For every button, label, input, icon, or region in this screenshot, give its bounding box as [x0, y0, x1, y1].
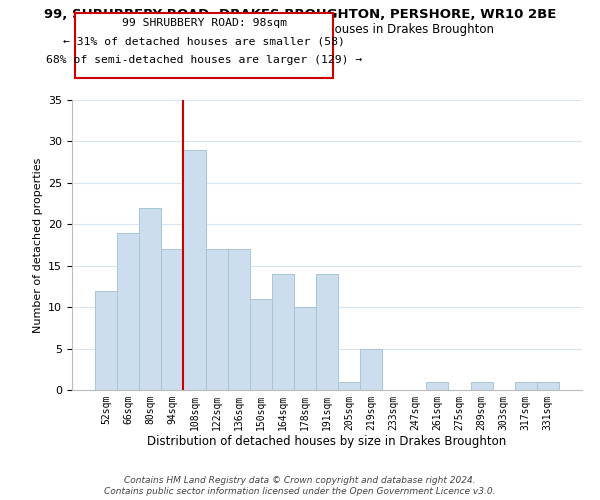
Bar	[294, 307, 316, 390]
Text: ← 31% of detached houses are smaller (58): ← 31% of detached houses are smaller (58…	[63, 36, 345, 46]
Bar	[184, 150, 206, 390]
Bar	[139, 208, 161, 390]
Text: Contains public sector information licensed under the Open Government Licence v3: Contains public sector information licen…	[104, 488, 496, 496]
Bar	[515, 382, 537, 390]
Bar	[427, 382, 448, 390]
Bar	[250, 299, 272, 390]
Bar	[470, 382, 493, 390]
Bar	[338, 382, 360, 390]
Text: Size of property relative to detached houses in Drakes Broughton: Size of property relative to detached ho…	[106, 22, 494, 36]
Text: 99 SHRUBBERY ROAD: 98sqm: 99 SHRUBBERY ROAD: 98sqm	[122, 18, 287, 28]
Bar	[272, 274, 294, 390]
Y-axis label: Number of detached properties: Number of detached properties	[32, 158, 43, 332]
Bar	[161, 249, 184, 390]
Bar	[95, 290, 117, 390]
Text: Contains HM Land Registry data © Crown copyright and database right 2024.: Contains HM Land Registry data © Crown c…	[124, 476, 476, 485]
Text: Distribution of detached houses by size in Drakes Broughton: Distribution of detached houses by size …	[148, 435, 506, 448]
Bar	[117, 232, 139, 390]
Bar	[360, 348, 382, 390]
Bar	[206, 249, 227, 390]
Bar	[227, 249, 250, 390]
Bar	[537, 382, 559, 390]
Text: 99, SHRUBBERY ROAD, DRAKES BROUGHTON, PERSHORE, WR10 2BE: 99, SHRUBBERY ROAD, DRAKES BROUGHTON, PE…	[44, 8, 556, 20]
Bar	[316, 274, 338, 390]
Text: 68% of semi-detached houses are larger (129) →: 68% of semi-detached houses are larger (…	[46, 54, 362, 64]
